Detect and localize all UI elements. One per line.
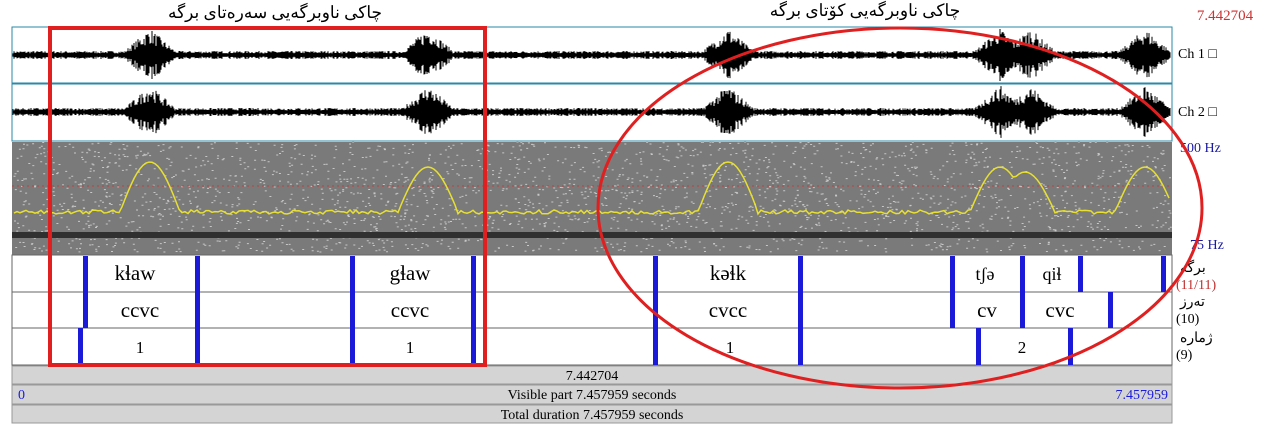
interval-label: kəɬk xyxy=(710,261,747,285)
tier-area xyxy=(12,255,1172,365)
boundary xyxy=(471,328,476,365)
interval-label: 2 xyxy=(1018,338,1027,357)
praat-window: چاکی ناوبرگەیی سەرەتای برگە چاکی ناوبرگە… xyxy=(0,0,1270,424)
boundary xyxy=(471,292,476,328)
interval-label: gɬaw xyxy=(390,261,432,285)
boundary xyxy=(1068,328,1073,365)
start-time: 0 xyxy=(18,388,25,403)
left-title: چاکی ناوبرگەیی سەرەتای برگە xyxy=(168,2,382,23)
interval-label: ccvc xyxy=(391,298,429,322)
tier-count: (10) xyxy=(1176,312,1200,327)
interval-label: cv xyxy=(977,298,997,322)
boundary xyxy=(950,256,955,292)
boundary xyxy=(1020,292,1025,328)
cursor-label: 7.442704 xyxy=(566,369,619,384)
boundary xyxy=(195,328,200,365)
interval-label: 1 xyxy=(406,338,415,357)
boundary xyxy=(1108,292,1113,328)
interval-label: cvc xyxy=(1045,298,1074,322)
end-time: 7.457959 xyxy=(1116,388,1169,403)
boundary xyxy=(78,328,83,365)
boundary xyxy=(350,256,355,292)
right-title: چاکی ناوبرگەیی کۆتای برگە xyxy=(770,0,960,21)
boundary xyxy=(195,256,200,292)
boundary xyxy=(1161,256,1166,292)
spectrogram xyxy=(12,142,1172,255)
cursor-time: 7.442704 xyxy=(1197,8,1254,24)
boundary xyxy=(950,292,955,328)
boundary xyxy=(83,256,88,292)
interval-label: 1 xyxy=(136,338,145,357)
boundary xyxy=(350,292,355,328)
channel-label: Ch 2 □ xyxy=(1178,105,1217,120)
boundary xyxy=(471,256,476,292)
boundary xyxy=(798,292,803,328)
boundary xyxy=(653,328,658,365)
channel-label: Ch 1 □ xyxy=(1178,47,1217,62)
boundary xyxy=(653,292,658,328)
boundary xyxy=(1078,256,1083,292)
boundary xyxy=(1020,256,1025,292)
visible-label: Visible part 7.457959 seconds xyxy=(508,388,677,403)
interval-label: qiɬ xyxy=(1042,264,1061,284)
boundary xyxy=(798,256,803,292)
total-label: Total duration 7.457959 seconds xyxy=(501,408,684,423)
tier-name: تەرز xyxy=(1179,295,1205,310)
boundary xyxy=(83,292,88,328)
boundary xyxy=(798,328,803,365)
boundary xyxy=(653,256,658,292)
tier-count: (11/11) xyxy=(1176,278,1217,293)
tier-name: ژمارە xyxy=(1180,331,1213,346)
interval-label: cvcc xyxy=(709,298,747,322)
boundary xyxy=(976,328,981,365)
boundary xyxy=(350,328,355,365)
interval-label: ccvc xyxy=(121,298,159,322)
boundary xyxy=(195,292,200,328)
interval-label: tʃə xyxy=(976,264,995,284)
tier-count: (9) xyxy=(1176,348,1193,363)
interval-label: kɬaw xyxy=(115,261,157,285)
